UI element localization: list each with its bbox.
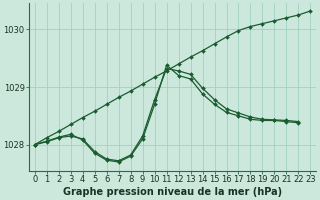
X-axis label: Graphe pression niveau de la mer (hPa): Graphe pression niveau de la mer (hPa) <box>63 187 282 197</box>
